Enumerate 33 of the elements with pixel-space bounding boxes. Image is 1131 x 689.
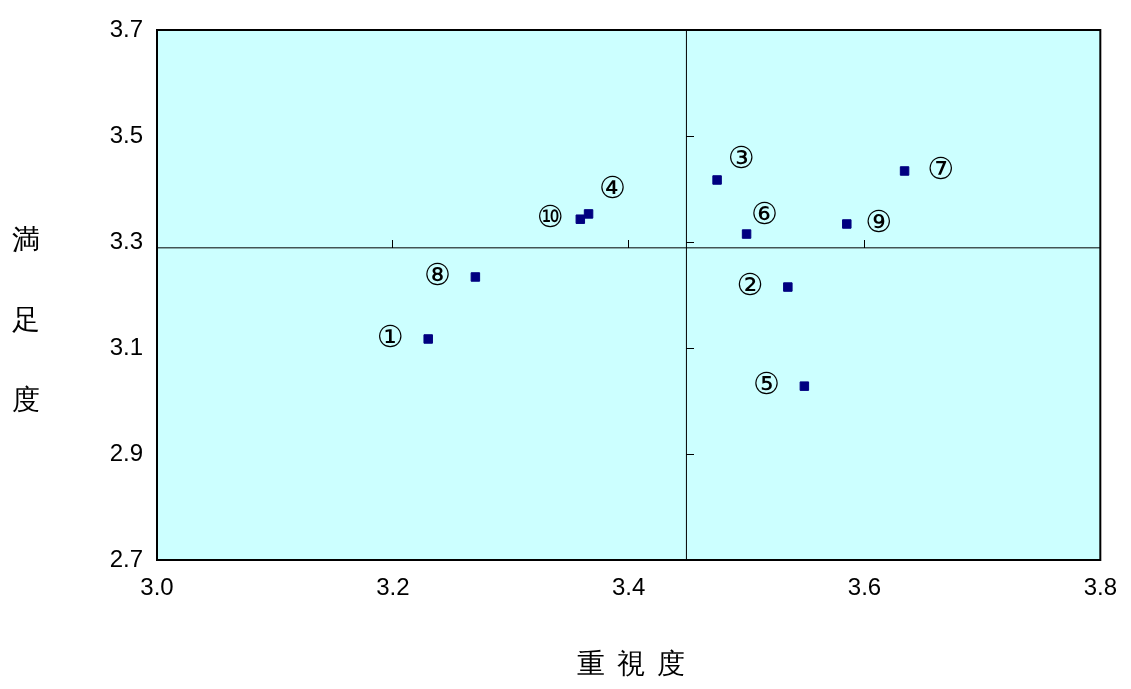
y-tick-label: 2.7 (109, 544, 143, 572)
x-tick-label: 3.8 (1083, 573, 1118, 601)
point (423, 334, 433, 344)
point (799, 381, 810, 391)
x-tick-label: 3.4 (611, 573, 646, 601)
annotation: ⑨ (865, 203, 893, 239)
x-tick-label: 3.0 (140, 573, 174, 601)
y-tick-label: 2.9 (109, 438, 143, 466)
y-tick-label: 3.1 (109, 332, 143, 360)
annotation: ⑩ (536, 199, 564, 235)
point (583, 209, 594, 219)
point (842, 219, 852, 229)
y-tick-label: 3.7 (109, 14, 143, 42)
annotation: ⑤ (752, 365, 780, 401)
annotation: ③ (727, 139, 755, 175)
annotation: ④ (599, 169, 627, 205)
point (712, 175, 722, 185)
y-tick-label: 3.3 (109, 226, 143, 254)
point (470, 272, 481, 282)
annotation: ⑥ (751, 195, 779, 231)
annotation: ② (736, 266, 764, 302)
y-tick-label: 3.5 (109, 120, 143, 148)
point (741, 229, 752, 239)
text: 満足度 (12, 223, 40, 416)
annotation: ⑦ (927, 150, 955, 186)
x-axis-title: 重視度 (575, 646, 698, 682)
annotation: ⑧ (423, 256, 451, 292)
x-tick-label: 3.2 (376, 573, 410, 601)
point (899, 166, 910, 176)
x-tick-label: 3.6 (847, 573, 882, 601)
point (575, 214, 586, 224)
annotation: ① (376, 318, 404, 354)
point (783, 282, 793, 292)
